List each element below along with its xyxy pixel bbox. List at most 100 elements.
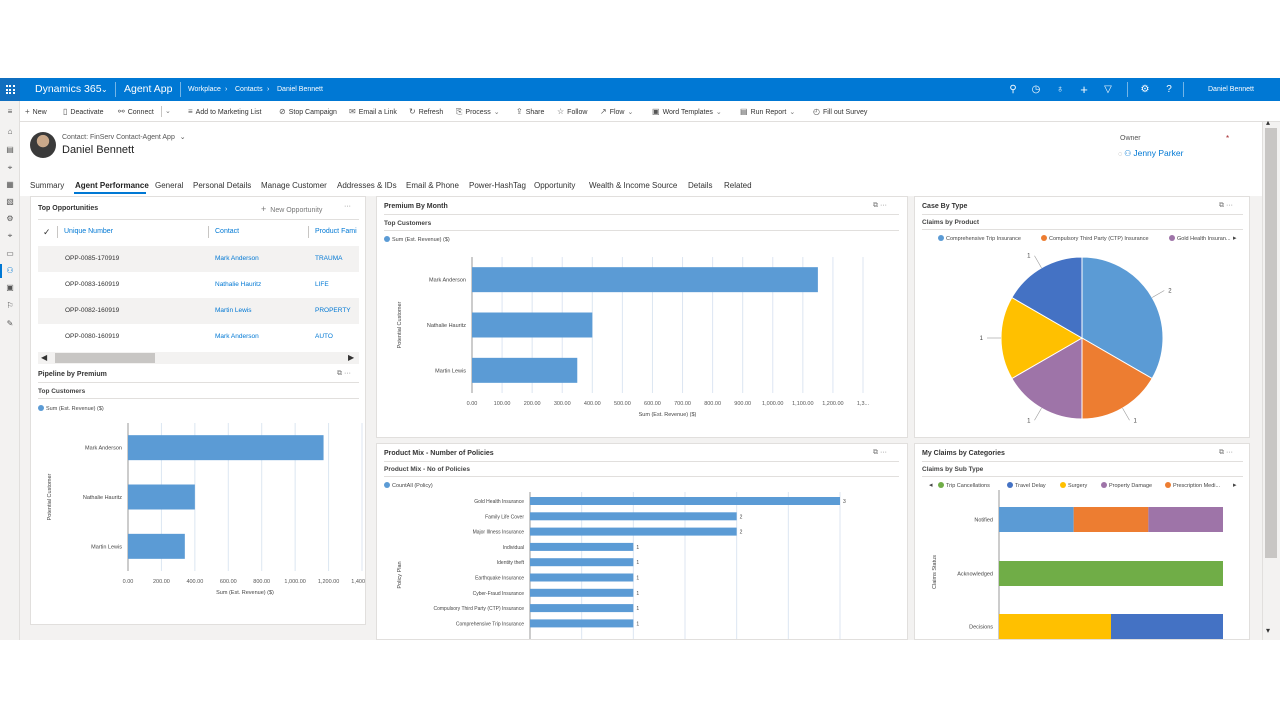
flow-button[interactable]: ↗ Flow ⌄ [600,101,633,122]
product-family-link[interactable]: TRAUMA [315,255,343,262]
chevron-down-icon[interactable]: ⌄ [101,85,108,94]
new-opportunity-button[interactable]: + New Opportunity [261,204,322,214]
app-suite-title[interactable]: Dynamics 365 [35,83,102,95]
leads-icon[interactable]: ⌖ [7,231,13,240]
more-options-icon[interactable]: ··· [344,203,351,210]
horizontal-scrollbar[interactable]: ◀ ▶ [38,352,359,364]
user-name[interactable]: Daniel Bennett [1208,86,1254,93]
accounts-icon[interactable]: ⚙ [6,214,14,223]
more-options-icon[interactable]: ··· [1225,202,1233,209]
breadcrumb-record[interactable]: Daniel Bennett [277,86,323,93]
legend-prev-icon[interactable]: ◂ [929,482,933,489]
owner-field[interactable]: ◌ ⚇ Jenny Parker [1118,148,1183,158]
case-legend-item[interactable]: Gold Health Insuran... [1169,235,1231,242]
case-legend-item[interactable]: Compulsory Third Party (CTP) Insurance [1041,235,1149,242]
claims-legend-item[interactable]: Property Damage [1101,482,1152,489]
help-icon[interactable]: ? [1166,84,1172,95]
tab-email-phone[interactable]: Email & Phone [406,181,459,190]
contact-link[interactable]: Martin Lewis [215,307,252,314]
policies-icon[interactable]: ▣ [6,283,14,292]
tab-details[interactable]: Details [688,181,713,190]
expand-chart-icon[interactable]: ⧉ [873,449,878,456]
scrollbar-thumb[interactable] [55,353,155,363]
claims-legend-item[interactable]: Trip Cancellations [938,482,990,489]
refresh-button[interactable]: ↻ Refresh [409,101,443,122]
tab-manage-customer[interactable]: Manage Customer [261,181,327,190]
email-link-button[interactable]: ✉ Email a Link [349,101,397,122]
task-icon[interactable]: ◷ [1031,84,1041,95]
case-toolbar[interactable]: ⧉ ··· [1219,202,1233,210]
follow-button[interactable]: ☆ Follow [557,101,587,122]
tools-icon[interactable]: ✎ [6,319,14,328]
expand-chart-icon[interactable]: ⧉ [873,202,878,209]
home-icon[interactable]: ⌂ [7,127,13,136]
contact-link[interactable]: Mark Anderson [215,333,259,340]
activities-icon[interactable]: ▧ [6,197,14,206]
scrollbar-thumb[interactable] [1265,128,1277,558]
contact-link[interactable]: Nathalie Hauritz [215,281,262,288]
table-row[interactable]: OPP-0080-160919 Mark Anderson AUTO [38,324,359,350]
column-product-family[interactable]: Product Fami [315,228,357,235]
lightbulb-icon[interactable]: ♁ [1056,84,1064,95]
tab-general[interactable]: General [155,181,184,190]
more-options-icon[interactable]: ··· [1225,449,1233,456]
column-contact[interactable]: Contact [215,228,240,235]
vertical-scrollbar[interactable]: ▴ ▾ [1262,118,1280,640]
product-family-link[interactable]: AUTO [315,333,333,340]
legend-next-icon[interactable]: ▸ [1233,235,1237,242]
process-button[interactable]: ⎘ Process ⌄ [456,101,500,122]
tab-related[interactable]: Related [724,181,752,190]
recent-icon[interactable]: ▤ [6,145,14,154]
table-row[interactable]: OPP-0085-170919 Mark Anderson TRAUMA [38,246,359,272]
tab-personal-details[interactable]: Personal Details [193,181,252,190]
more-options-icon[interactable]: ··· [879,202,887,209]
product-family-link[interactable]: PROPERTY [315,307,351,314]
new-record-icon[interactable]: + [1080,82,1088,97]
stop-campaign-button[interactable]: ⊘ Stop Campaign [279,101,337,122]
cases-icon[interactable]: ▭ [6,249,14,258]
legend-next-icon[interactable]: ▸ [1233,482,1237,489]
tab-wealth-income-source[interactable]: Wealth & Income Source [589,181,678,190]
deactivate-button[interactable]: ▯ Deactivate [63,101,103,122]
contacts-icon[interactable]: ⚇ [6,266,14,275]
select-all-checkmark-icon[interactable]: ✓ [43,227,51,237]
table-row[interactable]: OPP-0082-160919 Martin Lewis PROPERTY [38,298,359,324]
case-legend-item[interactable]: Comprehensive Trip Insurance [938,235,1021,242]
connect-dropdown-icon[interactable]: ⌄ [165,108,171,115]
tab-summary[interactable]: Summary [30,181,65,190]
tab-addresses-ids[interactable]: Addresses & IDs [337,181,397,190]
hamburger-menu-icon[interactable]: ≡ [7,107,13,116]
claims-toolbar[interactable]: ⧉ ··· [1219,449,1233,457]
column-unique-number[interactable]: Unique Number [64,228,114,235]
share-button[interactable]: ⇪ Share [516,101,544,122]
table-row[interactable]: OPP-0083-160919 Nathalie Hauritz LIFE [38,272,359,298]
word-templates-button[interactable]: ▣ Word Templates ⌄ [652,101,722,122]
run-report-button[interactable]: ▤ Run Report ⌄ [740,101,795,122]
filter-icon[interactable]: ▽ [1104,84,1112,95]
new-button[interactable]: + New [25,101,47,122]
scroll-down-icon[interactable]: ▾ [1266,626,1271,635]
breadcrumb-contacts[interactable]: Contacts [235,86,263,93]
add-to-marketing-list-button[interactable]: ≡ Add to Marketing List [188,101,261,122]
product-family-link[interactable]: LIFE [315,281,329,288]
breadcrumb-workplace[interactable]: Workplace [188,86,221,93]
contact-link[interactable]: Mark Anderson [215,255,259,262]
expand-chart-icon[interactable]: ⧉ [1219,202,1224,209]
more-options-icon[interactable]: ··· [879,449,887,456]
pipeline-toolbar[interactable]: ⧉ ··· [337,370,351,378]
claims-icon[interactable]: ⚐ [6,301,14,310]
record-type-selector[interactable]: Contact: FinServ Contact-Agent App ⌄ [62,133,186,141]
pinned-icon[interactable]: ⌖ [7,163,13,172]
connect-button[interactable]: ⚯ Connect [118,101,154,122]
fill-out-survey-button[interactable]: ◴ Fill out Survey [813,101,867,122]
tab-power-hashtag[interactable]: Power-HashTag [469,181,526,190]
search-icon[interactable]: ⚲ [1009,84,1017,95]
scroll-left-icon[interactable]: ◀ [41,353,48,362]
app-name[interactable]: Agent App [124,83,173,95]
expand-chart-icon[interactable]: ⧉ [1219,449,1224,456]
app-launcher-icon[interactable] [0,78,20,101]
claims-legend-item[interactable]: Travel Delay [1007,482,1046,489]
dashboard-icon[interactable]: ▦ [6,180,14,189]
more-options-icon[interactable]: ··· [343,370,351,377]
scroll-up-icon[interactable]: ▴ [1266,118,1271,127]
